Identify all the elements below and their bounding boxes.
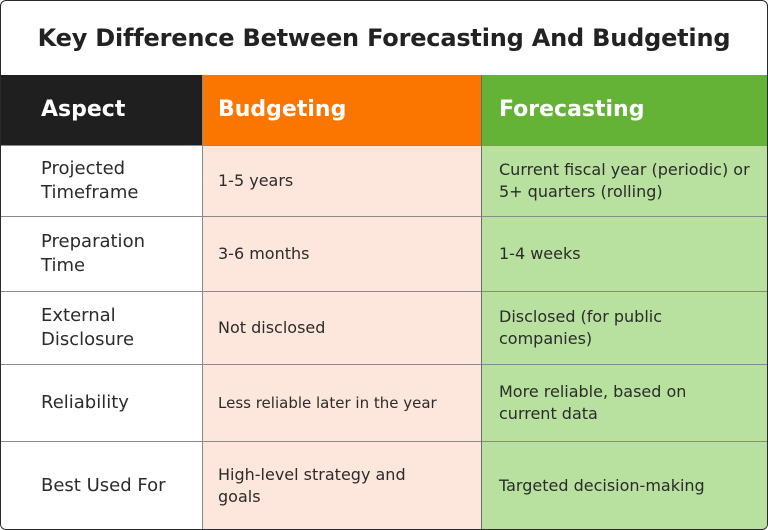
budgeting-cell: Less reliable later in the year [203,364,482,441]
forecasting-value: Disclosed (for public companies) [499,307,663,348]
forecasting-value: More reliable, based on current data [499,382,687,423]
aspect-cell: External Disclosure [1,291,203,364]
aspect-cell: Best Used For [1,441,203,529]
aspect-cell: Preparation Time [1,216,203,291]
forecasting-cell: Disclosed (for public companies) [482,291,767,364]
aspect-label: Projected Timeframe [41,158,139,203]
aspect-label: Preparation Time [41,231,145,276]
aspect-label: Reliability [41,392,129,413]
forecasting-value: 1-4 weeks [499,244,581,263]
forecasting-cell: Current fiscal year (periodic) or 5+ qua… [482,145,767,216]
aspect-cell: Reliability [1,364,203,441]
forecasting-cell: Targeted decision-making [482,441,767,529]
comparison-table: Aspect Budgeting Forecasting Projected T… [1,75,767,529]
aspect-label: External Disclosure [41,305,135,350]
budgeting-value: Not disclosed [218,318,326,337]
forecasting-cell: More reliable, based on current data [482,364,767,441]
aspect-label: Best Used For [41,474,166,496]
budgeting-cell: Not disclosed [203,291,482,364]
header-forecasting: Forecasting [482,75,767,145]
budgeting-value: 3-6 months [218,244,310,263]
budgeting-cell: High-level strategy and goals [203,441,482,529]
budgeting-cell: 1-5 years [203,145,482,216]
aspect-cell: Projected Timeframe [1,145,203,216]
header-budgeting: Budgeting [203,75,482,145]
page-title: Key Difference Between Forecasting And B… [37,24,731,52]
budgeting-value: High-level strategy and goals [218,464,406,506]
budgeting-value: 1-5 years [218,171,294,190]
budgeting-value: Less reliable later in the year [218,394,437,412]
forecasting-cell: 1-4 weeks [482,216,767,291]
forecasting-value: Targeted decision-making [499,475,705,495]
budgeting-cell: 3-6 months [203,216,482,291]
forecasting-value: Current fiscal year (periodic) or 5+ qua… [499,160,750,201]
header-aspect: Aspect [1,75,203,145]
